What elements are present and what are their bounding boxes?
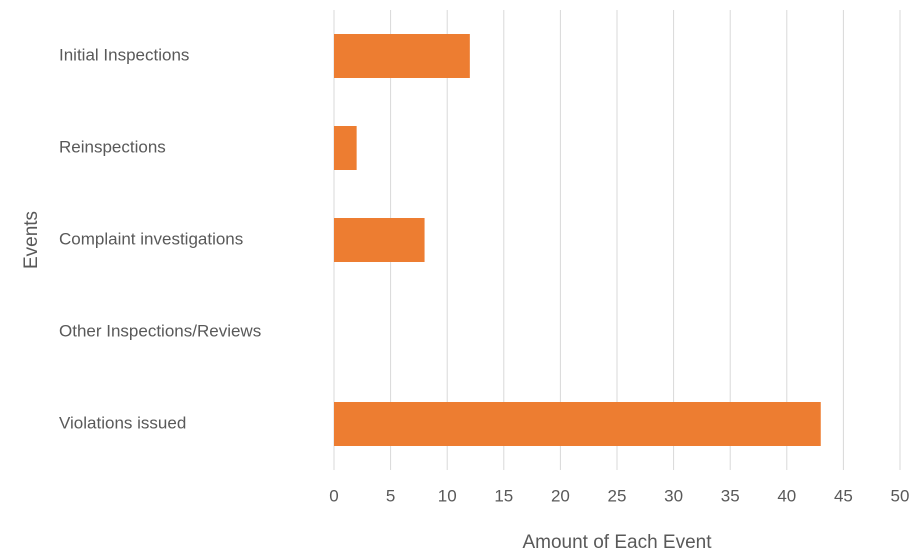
y-tick-label: Complaint investigations <box>59 229 243 248</box>
y-tick-label: Initial Inspections <box>59 45 189 64</box>
x-tick-label: 25 <box>608 486 627 505</box>
x-tick-label: 10 <box>438 486 457 505</box>
bar <box>334 218 425 262</box>
x-tick-label: 40 <box>777 486 796 505</box>
bar <box>334 126 357 170</box>
x-tick-label: 0 <box>329 486 338 505</box>
x-axis-title: Amount of Each Event <box>522 532 712 553</box>
y-axis-title: Events <box>21 211 42 269</box>
y-tick-label: Reinspections <box>59 137 166 156</box>
x-tick-label: 45 <box>834 486 853 505</box>
x-tick-label: 20 <box>551 486 570 505</box>
x-tick-label: 35 <box>721 486 740 505</box>
bar <box>334 402 821 446</box>
x-tick-label: 50 <box>891 486 910 505</box>
y-tick-label: Violations issued <box>59 413 186 432</box>
x-tick-label: 5 <box>386 486 395 505</box>
x-tick-label: 30 <box>664 486 683 505</box>
bar <box>334 34 470 78</box>
y-tick-label: Other Inspections/Reviews <box>59 321 261 340</box>
x-tick-label: 15 <box>494 486 513 505</box>
